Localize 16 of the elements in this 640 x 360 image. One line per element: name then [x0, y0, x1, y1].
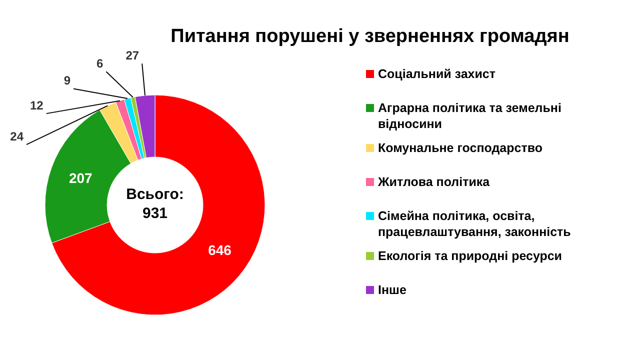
data-label: 12	[30, 98, 44, 113]
legend-label: Аграрна політика та земельні відносини	[378, 101, 562, 131]
chart-title: Питання порушені у зверненнях громадян	[170, 26, 570, 47]
data-label: 6	[96, 56, 104, 71]
legend-label: Інше	[378, 283, 406, 297]
data-label: 9	[64, 74, 71, 88]
legend-label: Соціальний захист	[378, 67, 496, 81]
data-label: 27	[126, 48, 140, 63]
legend-label: Екологія та природні ресурси	[378, 249, 562, 263]
data-label: 207	[69, 170, 93, 186]
data-label: 646	[208, 242, 232, 258]
legend-label: Житлова політика	[377, 175, 491, 189]
legend-label: Комунальне господарство	[378, 141, 543, 155]
legend-label: Сімейна політика, освіта, працевлаштування, законність	[378, 209, 572, 239]
data-label: 24	[10, 130, 24, 144]
text: Всього: 931	[126, 186, 184, 222]
